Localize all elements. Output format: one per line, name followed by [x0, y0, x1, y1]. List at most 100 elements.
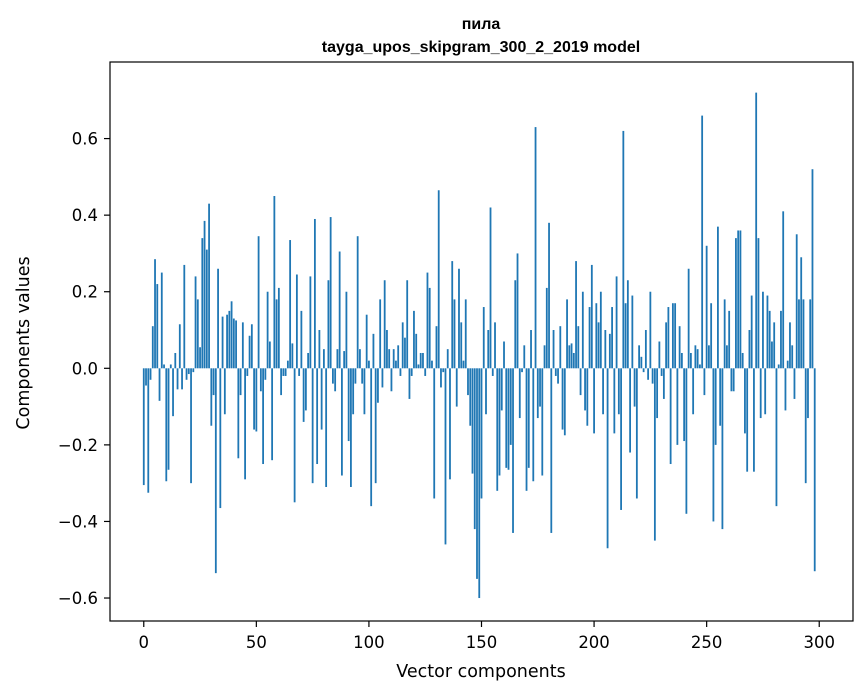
bar: [320, 368, 323, 430]
bar: [147, 368, 150, 493]
bar: [185, 368, 188, 380]
bar: [753, 368, 755, 472]
bar: [624, 303, 627, 369]
y-tick-label: 0.6: [72, 130, 98, 149]
bar: [246, 368, 249, 376]
bar: [559, 326, 562, 369]
bar: [557, 368, 559, 384]
bar: [775, 368, 778, 507]
bar: [408, 368, 411, 399]
bar: [588, 307, 591, 369]
y-axis: −0.6 −0.4 −0.2 0.0 0.2 0.4 0.6: [58, 130, 110, 608]
bar: [507, 368, 510, 470]
bar: [530, 330, 532, 369]
bar: [431, 360, 433, 369]
bar: [428, 287, 431, 369]
bar: [165, 368, 168, 482]
bar: [744, 368, 746, 434]
bar: [397, 345, 400, 369]
bar: [638, 345, 641, 369]
bar: [404, 337, 406, 369]
bar: [478, 368, 481, 599]
bar: [692, 368, 695, 415]
bar: [277, 287, 280, 369]
bar: [694, 345, 697, 369]
bar: [327, 280, 330, 369]
bar: [595, 303, 598, 369]
bar: [214, 368, 217, 574]
bar: [575, 261, 577, 369]
bar: [183, 264, 186, 369]
bar: [176, 368, 179, 390]
bar: [212, 368, 215, 396]
bar: [464, 299, 467, 369]
bar: [446, 349, 449, 369]
bar: [813, 368, 816, 572]
bar: [759, 368, 762, 419]
x-tick-label: 300: [803, 633, 835, 652]
bar: [807, 368, 809, 419]
bar: [237, 368, 240, 459]
bar: [156, 284, 159, 369]
bar: [174, 352, 177, 369]
bar: [786, 360, 789, 369]
bar: [273, 196, 276, 369]
bar: [361, 368, 364, 384]
bar: [356, 236, 359, 369]
bar: [665, 322, 668, 369]
x-axis: 0 50 100 150 200 250 300: [139, 621, 835, 652]
bar: [561, 368, 564, 430]
bar: [532, 368, 535, 482]
bar: [275, 299, 278, 369]
bar: [728, 310, 731, 369]
bar: [417, 364, 420, 369]
bar: [685, 368, 688, 514]
bar: [771, 341, 773, 369]
bar: [455, 368, 458, 407]
bar: [701, 115, 704, 369]
bar: [444, 368, 447, 545]
bar: [458, 268, 460, 369]
bar: [413, 310, 415, 369]
bar: [226, 314, 228, 369]
bar: [415, 333, 418, 369]
bar: [527, 368, 530, 468]
bar: [476, 368, 478, 579]
x-tick-label: 200: [578, 633, 610, 652]
bar: [581, 291, 584, 369]
bar: [699, 364, 701, 369]
bar: [219, 368, 222, 509]
bar: [365, 314, 368, 369]
bar: [145, 368, 147, 386]
bar: [586, 368, 589, 426]
bar: [811, 169, 814, 369]
bar: [512, 368, 514, 533]
bar: [401, 322, 404, 369]
bar: [381, 368, 384, 388]
bar: [503, 341, 505, 369]
bar: [449, 368, 451, 480]
bar: [732, 368, 735, 392]
bar: [368, 360, 370, 369]
bar: [521, 368, 523, 373]
bar: [494, 322, 496, 369]
bar: [471, 368, 474, 474]
bar: [480, 368, 483, 499]
bar: [750, 295, 753, 369]
bar: [662, 368, 665, 399]
bar: [388, 349, 391, 369]
bar: [737, 230, 740, 369]
y-tick-label: 0.0: [72, 359, 98, 378]
bar: [325, 368, 328, 487]
bar: [462, 360, 465, 369]
bar: [329, 217, 332, 369]
bar: [669, 368, 672, 465]
bar: [656, 368, 659, 419]
x-tick-label: 50: [246, 633, 267, 652]
bar: [593, 368, 595, 434]
bar: [268, 341, 271, 369]
bar: [613, 368, 616, 434]
bar: [543, 345, 546, 369]
bar: [683, 368, 686, 442]
